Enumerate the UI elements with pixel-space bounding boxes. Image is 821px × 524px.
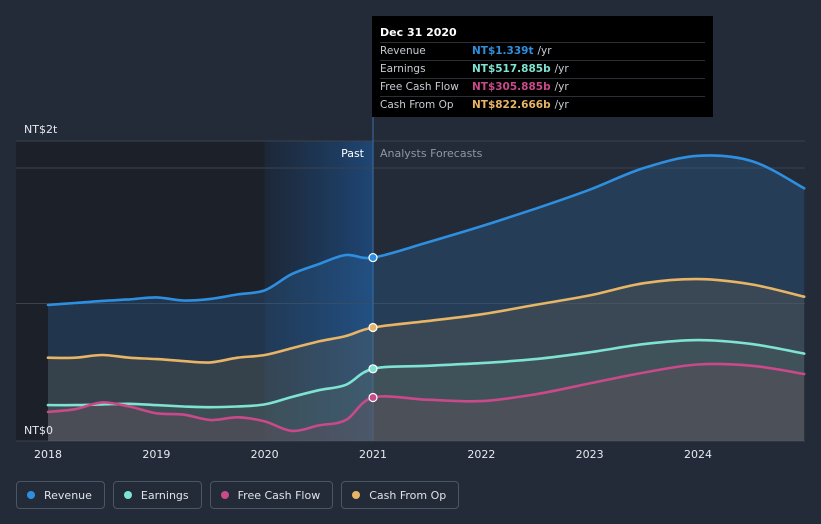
tooltip-unit: /yr (554, 81, 569, 93)
revenue-line (46, 154, 806, 307)
legend-label: Earnings (140, 488, 189, 502)
legend-dot-icon (352, 491, 361, 499)
x-tick-label: 2020 (251, 448, 279, 461)
chart-legend: Revenue Earnings Free Cash Flow Cash Fro… (16, 481, 460, 509)
tooltip-value: NT$822.666b (472, 99, 551, 111)
earnings-area (48, 340, 805, 441)
tooltip-label: Free Cash Flow (380, 81, 459, 93)
x-tick-label: 2018 (34, 448, 62, 461)
legend-cash-from-op-button[interactable]: Cash From Op (341, 481, 460, 509)
tooltip-date: Dec 31 2020 (380, 26, 457, 39)
legend-earnings-button[interactable]: Earnings (112, 481, 202, 509)
tooltip-value: NT$1.339t (472, 45, 534, 57)
tooltip-label: Revenue (380, 45, 426, 57)
legend-revenue-button[interactable]: Revenue (16, 481, 105, 509)
tooltip-row-earnings: Earnings NT$517.885b /yr (380, 60, 705, 78)
past-label: Past (341, 147, 365, 160)
legend-label: Cash From Op (369, 488, 447, 502)
y-axis-label: NT$0 (24, 424, 53, 437)
tooltip-row-free-cash-flow: Free Cash Flow NT$305.885b /yr (380, 78, 705, 96)
earnings-marker (368, 364, 378, 374)
revenue-area (48, 155, 805, 442)
earnings-line (46, 338, 806, 409)
free_cash_flow-marker (368, 392, 378, 403)
x-tick-label: 2024 (684, 448, 712, 461)
cash_from_op-line (46, 277, 806, 364)
free_cash_flow-area (48, 363, 805, 441)
y-axis-label: NT$2t (24, 123, 58, 136)
legend-dot-icon (123, 491, 132, 499)
tooltip-label: Earnings (380, 63, 426, 75)
x-tick-label: 2023 (576, 448, 604, 461)
x-tick-label: 2019 (142, 448, 170, 461)
tooltip-unit: /yr (537, 45, 552, 57)
tooltip-label: Cash From Op (380, 99, 454, 111)
cash_from_op-marker (368, 322, 378, 333)
tooltip-unit: /yr (554, 63, 569, 75)
tooltip-value: NT$517.885b (472, 63, 551, 75)
forecast-label: Analysts Forecasts (380, 147, 483, 160)
legend-free-cash-flow-button[interactable]: Free Cash Flow (209, 481, 334, 509)
revenue-marker (368, 252, 378, 263)
legend-label: Revenue (44, 488, 92, 502)
legend-label: Free Cash Flow (237, 488, 321, 502)
tooltip-unit: /yr (554, 99, 569, 111)
tooltip-row-cash-from-op: Cash From Op NT$822.666b /yr (380, 96, 705, 114)
hover-tooltip: Dec 31 2020 Revenue NT$1.339t /yr Earnin… (372, 16, 713, 117)
x-tick-label: 2022 (467, 448, 495, 461)
tooltip-row-revenue: Revenue NT$1.339t /yr (380, 42, 705, 60)
legend-dot-icon (27, 491, 35, 499)
free_cash_flow-line (46, 362, 806, 433)
cash_from_op-area (48, 279, 805, 441)
legend-dot-icon (220, 491, 229, 499)
x-tick-label: 2021 (359, 448, 387, 461)
tooltip-value: NT$305.885b (472, 81, 551, 93)
